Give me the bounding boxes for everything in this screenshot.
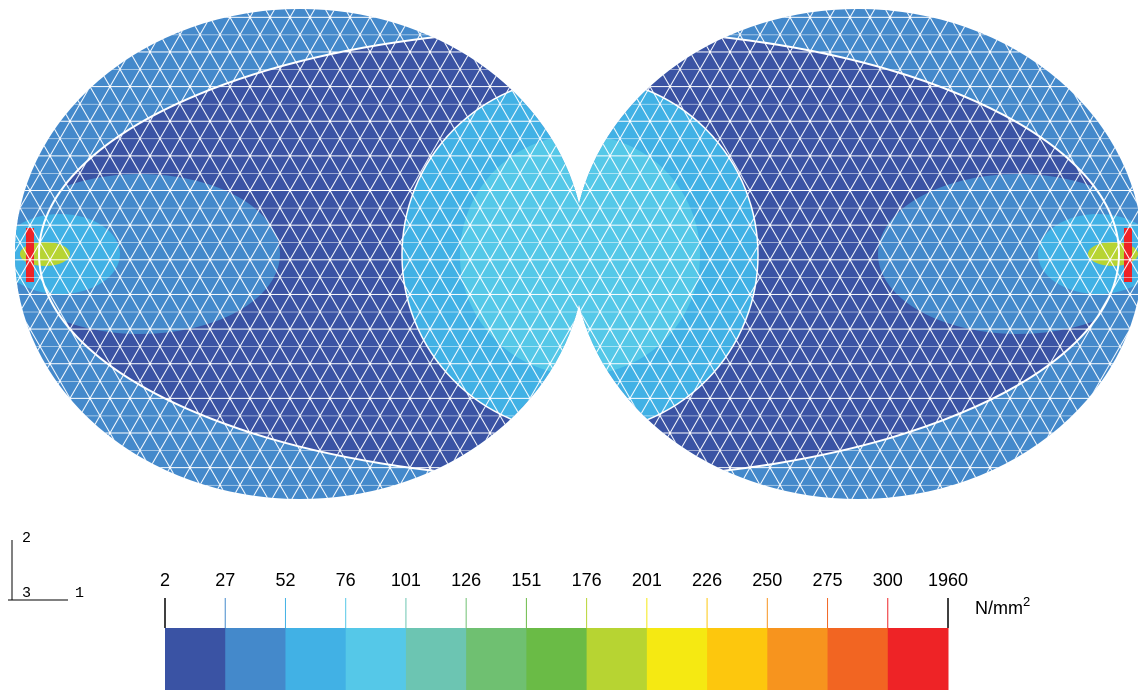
legend-tick-label: 176 [572, 570, 602, 590]
legend-band [587, 628, 648, 690]
legend-band [406, 628, 467, 690]
legend-band [767, 628, 828, 690]
triad-label: 2 [22, 530, 31, 547]
legend-band [285, 628, 346, 690]
legend-tick-label: 126 [451, 570, 481, 590]
axis-triad: 2 3 1 [8, 530, 84, 602]
legend-band [466, 628, 527, 690]
legend-band [165, 628, 226, 690]
legend-tick-label: 226 [692, 570, 722, 590]
legend-tick-label: 250 [752, 570, 782, 590]
legend-tick-label: 76 [336, 570, 356, 590]
legend-band [647, 628, 708, 690]
legend-band [707, 628, 768, 690]
unit-power: 2 [1023, 594, 1030, 609]
legend-tick-label: 27 [215, 570, 235, 590]
legend-band [888, 628, 949, 690]
triad-label: 3 [22, 585, 31, 602]
legend-band [346, 628, 407, 690]
legend-tick-label: 151 [511, 570, 541, 590]
fea-result-view: 2 3 1 N/mm2 2275276101126151176201226250… [0, 0, 1138, 690]
legend-tick-label: 201 [632, 570, 662, 590]
legend-band [526, 628, 587, 690]
triad-label: 1 [75, 585, 84, 602]
legend-tick-label: 2 [160, 570, 170, 590]
legend-tick-label: 275 [813, 570, 843, 590]
legend-band [225, 628, 286, 690]
legend-band [828, 628, 889, 690]
legend-tick-label: 101 [391, 570, 421, 590]
legend-tick-label: 52 [275, 570, 295, 590]
legend-unit: N/mm2 [975, 594, 1030, 618]
mesh-plot [0, 0, 1138, 510]
legend-tick-label: 300 [873, 570, 903, 590]
legend-tick-label: 1960 [928, 570, 968, 590]
unit-text: N/mm [975, 598, 1023, 618]
